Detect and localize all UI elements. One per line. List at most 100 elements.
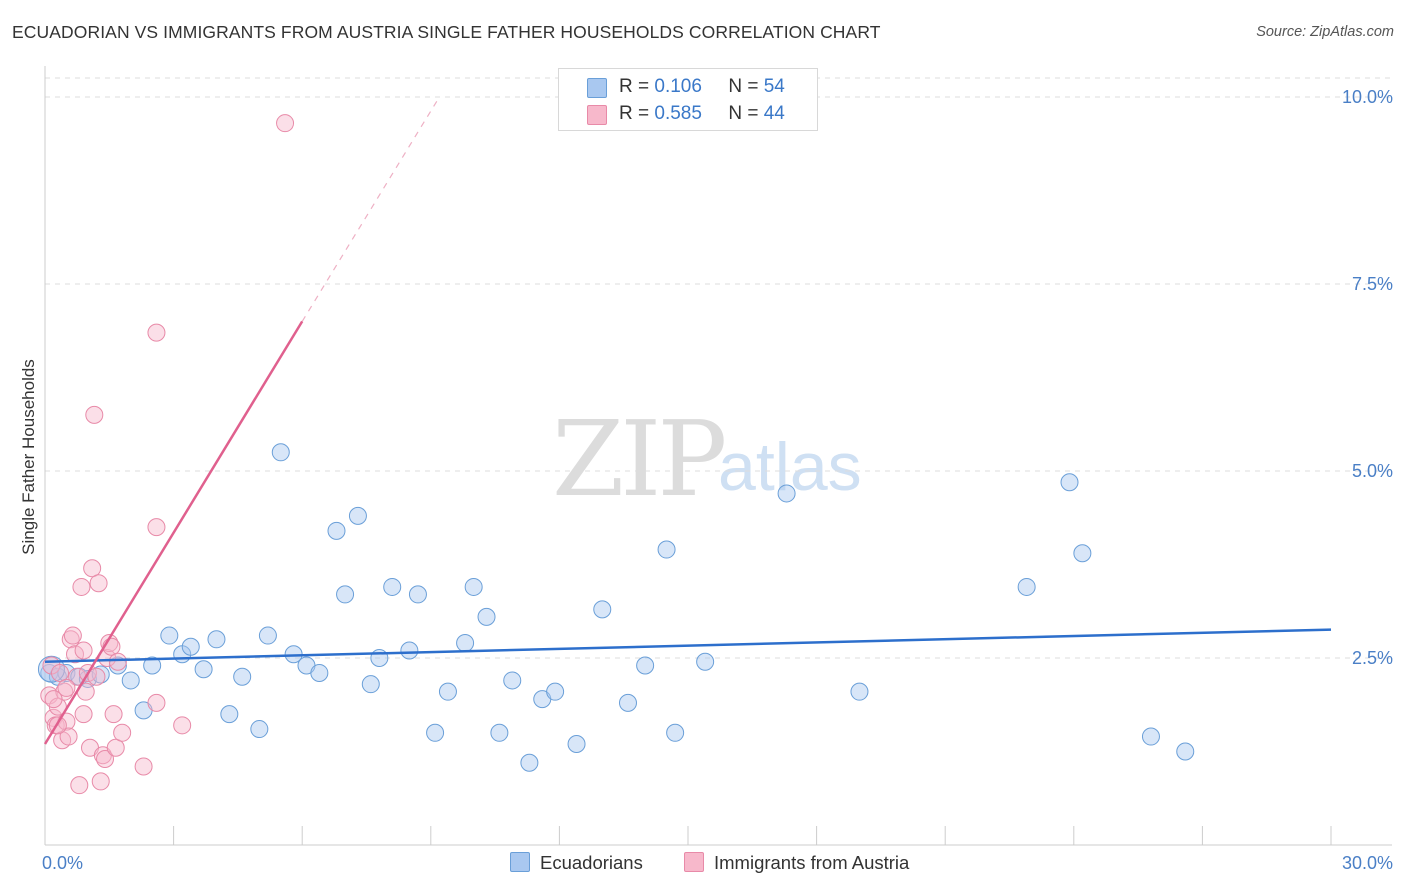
point-ecuadorians [850, 682, 869, 701]
point-immigrants-from-austria [91, 772, 110, 791]
point-ecuadorians [348, 506, 367, 525]
point-immigrants-from-austria [147, 323, 166, 342]
point-immigrants-from-austria [70, 776, 89, 795]
point-ecuadorians [1176, 742, 1195, 761]
point-ecuadorians [310, 663, 329, 682]
y-tick-label: 7.5% [1352, 274, 1393, 294]
correlation-legend: R = 0.106 N = 54 R = 0.585 N = 44 [558, 68, 818, 131]
point-ecuadorians [400, 641, 419, 660]
point-ecuadorians [327, 521, 346, 540]
legend-n-value: 54 [763, 76, 785, 97]
point-ecuadorians [220, 705, 239, 724]
point-immigrants-from-austria [44, 690, 63, 709]
trend-lines [43, 96, 1332, 745]
point-ecuadorians [1060, 473, 1079, 492]
bottom-legend-ecuadorians: Ecuadorians [510, 852, 643, 874]
bottom-legend-swatch-pink [684, 852, 704, 872]
point-ecuadorians [456, 634, 475, 653]
point-ecuadorians [464, 577, 483, 596]
point-ecuadorians [271, 443, 290, 462]
trend-line-extension [301, 96, 440, 322]
point-immigrants-from-austria [59, 727, 78, 746]
chart-title: ECUADORIAN VS IMMIGRANTS FROM AUSTRIA SI… [12, 22, 881, 42]
bottom-legend-austria: Immigrants from Austria [684, 852, 909, 874]
point-ecuadorians [426, 723, 445, 742]
legend-r-value: 0.106 [654, 76, 702, 97]
point-ecuadorians [477, 607, 496, 626]
point-ecuadorians [160, 626, 179, 645]
y-tick-label: 5.0% [1352, 461, 1393, 481]
grid-lines [45, 77, 1392, 659]
tick-labels: 2.5% 5.0% 7.5% 10.0% 0.0% 30.0% [42, 87, 1393, 873]
point-ecuadorians [546, 682, 565, 701]
point-ecuadorians [696, 652, 715, 671]
point-immigrants-from-austria [63, 626, 82, 645]
point-ecuadorians [593, 600, 612, 619]
legend-r-label: R = [619, 103, 650, 124]
point-immigrants-from-austria [83, 559, 102, 578]
point-ecuadorians [567, 735, 586, 754]
bottom-legend-swatch-blue [510, 852, 530, 872]
point-immigrants-from-austria [113, 723, 132, 742]
point-immigrants-from-austria [276, 114, 295, 133]
trend-line-immigrants-from-austria [43, 320, 304, 745]
legend-n-value: 44 [763, 103, 785, 124]
point-immigrants-from-austria [147, 693, 166, 712]
bottom-legend-label: Immigrants from Austria [714, 852, 910, 873]
point-immigrants-from-austria [87, 667, 106, 686]
point-ecuadorians [1141, 727, 1160, 746]
point-immigrants-from-austria [74, 705, 93, 724]
point-ecuadorians [1017, 577, 1036, 596]
point-immigrants-from-austria [85, 405, 104, 424]
point-immigrants-from-austria [108, 652, 127, 671]
legend-r-label: R = [619, 76, 650, 97]
point-immigrants-from-austria [57, 678, 76, 697]
legend-n-label: N = [728, 76, 759, 97]
trend-line-ecuadorians [44, 628, 1332, 663]
legend-swatch-pink [587, 105, 607, 125]
point-immigrants-from-austria [96, 749, 115, 768]
axes [44, 66, 1392, 846]
point-ecuadorians [636, 656, 655, 675]
legend-swatch-blue [587, 78, 607, 98]
point-immigrants-from-austria [74, 641, 93, 660]
point-ecuadorians [777, 484, 796, 503]
point-ecuadorians [657, 540, 676, 559]
point-immigrants-from-austria [51, 663, 70, 682]
point-ecuadorians [520, 753, 539, 772]
point-ecuadorians [37, 655, 65, 683]
point-ecuadorians [1073, 544, 1092, 563]
legend-r-value: 0.585 [654, 103, 702, 124]
point-immigrants-from-austria [104, 705, 123, 724]
watermark-atlas: atlas [718, 429, 862, 505]
y-tick-label: 2.5% [1352, 648, 1393, 668]
point-ecuadorians [438, 682, 457, 701]
x-tick-label: 0.0% [42, 853, 83, 873]
watermark-zip: ZIP [552, 398, 727, 520]
point-immigrants-from-austria [66, 645, 85, 664]
point-immigrants-from-austria [134, 757, 153, 776]
point-ecuadorians [121, 671, 140, 690]
bottom-legend-label: Ecuadorians [540, 852, 643, 873]
point-ecuadorians [490, 723, 509, 742]
point-ecuadorians [181, 637, 200, 656]
series-ecuadorians [37, 443, 1195, 772]
point-ecuadorians [233, 667, 252, 686]
point-immigrants-from-austria [106, 738, 125, 757]
legend-n-label: N = [728, 103, 759, 124]
point-ecuadorians [361, 675, 380, 694]
point-ecuadorians [408, 585, 427, 604]
point-immigrants-from-austria [173, 716, 192, 735]
point-ecuadorians [503, 671, 522, 690]
point-ecuadorians [143, 656, 162, 675]
series-immigrants-from-austria [40, 114, 295, 795]
point-immigrants-from-austria [147, 518, 166, 537]
y-axis-label: Single Father Households [19, 359, 38, 555]
source-credit: Source: ZipAtlas.com [1256, 24, 1394, 40]
point-ecuadorians [258, 626, 277, 645]
point-immigrants-from-austria [72, 577, 91, 596]
point-ecuadorians [618, 693, 637, 712]
point-ecuadorians [666, 723, 685, 742]
point-ecuadorians [250, 720, 269, 739]
